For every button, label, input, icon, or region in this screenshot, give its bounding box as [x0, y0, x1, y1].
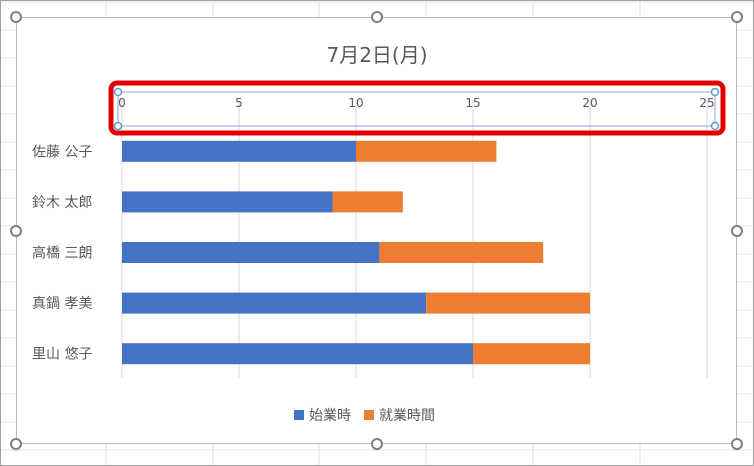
axis-selection-handle[interactable]: [113, 87, 123, 97]
x-tick-label: 0: [118, 96, 126, 110]
bar-work-hours[interactable]: [356, 140, 497, 162]
category-label: 真鍋 孝美: [32, 296, 92, 312]
chart-title[interactable]: 7月2日(月): [326, 43, 427, 67]
x-tick-label: 10: [348, 96, 363, 110]
x-tick-label: 5: [235, 96, 243, 110]
resize-handle-middle-right[interactable]: [731, 225, 743, 237]
axis-highlight-frame: [108, 80, 726, 136]
resize-handle-bottom-right[interactable]: [731, 438, 743, 450]
category-label: 高橋 三朗: [32, 245, 92, 262]
resize-handle-bottom-center[interactable]: [371, 438, 383, 450]
bar-start-time[interactable]: [122, 140, 356, 162]
bar-work-hours[interactable]: [426, 292, 590, 314]
resize-handle-middle-left[interactable]: [10, 225, 22, 237]
axis-selection-handle[interactable]: [113, 121, 123, 131]
legend: 始業時 就業時間: [294, 408, 435, 424]
resize-handle-bottom-left[interactable]: [10, 438, 22, 450]
x-tick-label: 25: [699, 96, 714, 110]
legend-label[interactable]: 始業時: [309, 408, 351, 424]
resize-handle-top-left[interactable]: [10, 11, 22, 23]
resize-handle-top-center[interactable]: [371, 11, 383, 23]
category-label: 佐藤 公子: [32, 144, 92, 160]
bar-work-hours[interactable]: [332, 191, 403, 213]
axis-selection-handles: [113, 87, 720, 131]
bar-start-time[interactable]: [122, 242, 380, 263]
x-tick-label: 15: [465, 96, 480, 110]
legend-swatch: [294, 410, 304, 420]
x-tick-label: 20: [582, 96, 597, 110]
bar-work-hours[interactable]: [473, 343, 590, 365]
horizontal-axis-selection[interactable]: [117, 91, 716, 127]
axis-selection-handle[interactable]: [710, 87, 720, 97]
bar-start-time[interactable]: [122, 292, 427, 314]
bar-start-time[interactable]: [122, 343, 473, 365]
category-label: 里山 悠子: [32, 347, 92, 363]
legend-label[interactable]: 就業時間: [379, 408, 435, 424]
chart-area[interactable]: [16, 17, 737, 444]
legend-swatch: [364, 410, 374, 420]
bar-start-time[interactable]: [122, 191, 333, 213]
bars: [122, 140, 590, 365]
axis-selection-handle[interactable]: [710, 121, 720, 131]
bar-work-hours[interactable]: [379, 242, 544, 263]
x-tick-labels: 0 5 10 15 20 25: [118, 96, 714, 110]
resize-handle-top-right[interactable]: [731, 11, 743, 23]
category-label: 鈴木 太郎: [32, 195, 92, 211]
